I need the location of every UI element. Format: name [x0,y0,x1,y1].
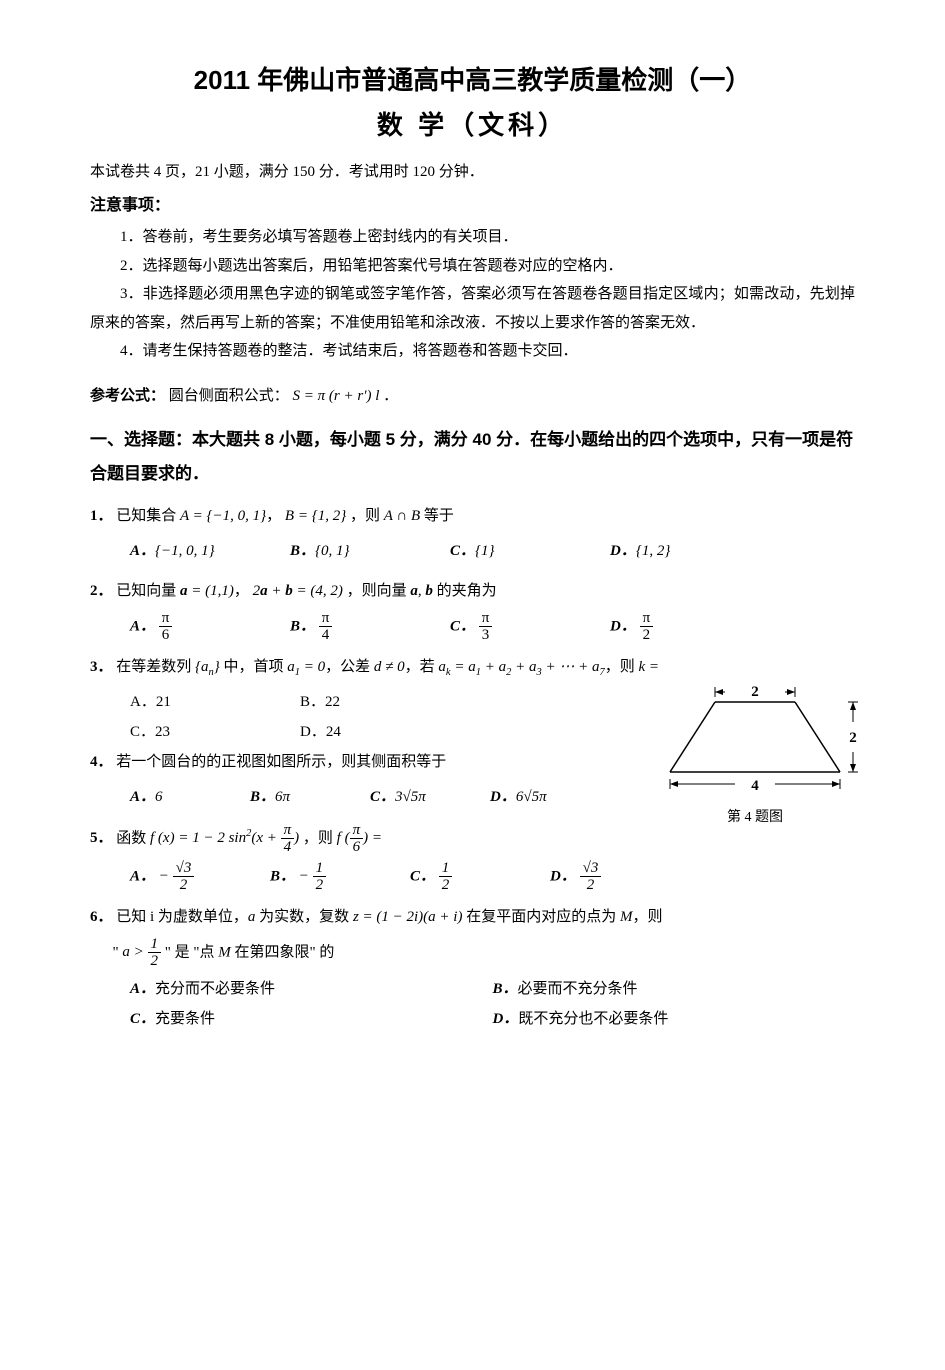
q4-options: A．6 B．6π C．3√5π D．6√5π [90,781,630,814]
formula-text: 圆台侧面积公式： [169,388,289,404]
q6-opt-a: A．充分而不必要条件 [130,974,493,1004]
q4-opt-a: A．6 [130,781,250,814]
q4-opt-c: C．3√5π [370,781,490,814]
q1-options: A．{−1, 0, 1} B．{0, 1} C．{1} D．{1, 2} [90,535,855,568]
q5-text-mid: ，则 [303,830,337,846]
q2-vec-eq: 2a + b = (4, 2) [253,583,343,599]
svg-text:2: 2 [849,730,857,746]
formula-section: 参考公式： 圆台侧面积公式： S = π (r + r′) l ． [90,384,855,405]
q1-opt-a: A．{−1, 0, 1} [130,535,290,568]
figure-q4-caption: 第 4 题图 [645,806,865,826]
q4-opt-d: D．6√5π [490,781,610,814]
q4-num: 4． [90,747,113,777]
q3-text: 在等差数列 {an} 中，首项 a1 = 0，公差 d ≠ 0，若 ak = a… [116,659,659,675]
question-6: 6． 已知 i 为虚数单位，a 为实数，复数 z = (1 − 2i)(a + … [90,902,855,932]
q2-num: 2． [90,576,113,606]
q1-text-pre: 已知集合 [116,508,180,524]
question-4: 4． 若一个圆台的的正视图如图所示，则其侧面积等于 [90,747,630,777]
q3-q4-wrap: 2 2 4 第 4 题图 A．21 B．22 C．23 D．24 [90,687,855,814]
q5-opt-d: D． √32 [550,860,690,894]
figure-q4: 2 2 4 第 4 题图 [645,677,865,826]
exam-title-main: 2011 年佛山市普通高中高三教学质量检测（一） [90,60,855,97]
q6-options: A．充分而不必要条件 B．必要而不充分条件 C．充要条件 D．既不充分也不必要条… [90,974,855,1034]
q6-num: 6． [90,902,113,932]
q6-opt-c: C．充要条件 [130,1004,493,1034]
question-6-line2: " a > 12 " 是 "点 M 在第四象限" 的 [90,936,855,970]
q1-expr: A ∩ B [384,508,420,524]
notice-header: 注意事项： [90,191,855,215]
svg-text:4: 4 [751,778,759,794]
trapezoid-icon: 2 2 4 [645,677,865,797]
q6-opt-d: D．既不充分也不必要条件 [493,1004,856,1034]
q5-num: 5． [90,823,113,853]
formula-label: 参考公式： [90,388,165,404]
notice-item-4: 4．请考生保持答题卷的整洁．考试结束后，将答题卷和答题卡交回． [90,337,855,366]
q2-opt-b: B． π4 [290,610,450,644]
q3-opt-d: D．24 [300,717,470,747]
q2-vec-a: a = (1,1) [180,583,234,599]
notice-item-3: 3．非选择题必须用黑色字迹的钢笔或签字笔作答，答案必须写在答题卷各题目指定区域内… [90,280,855,337]
q5-opt-c: C． 12 [410,860,550,894]
q3-opt-b: B．22 [300,687,470,717]
q2-opt-a: A． π6 [130,610,290,644]
q3-num: 3． [90,652,113,682]
q5-options: A． − √32 B． − 12 C． 12 D． √32 [90,860,855,894]
q2-text-pre: 已知向量 [116,583,180,599]
q1-opt-b: B．{0, 1} [290,535,450,568]
q1-set-b: B = {1, 2} [285,508,346,524]
q1-opt-c: C．{1} [450,535,610,568]
q6-text-pre: 已知 i 为虚数单位，a 为实数，复数 [116,909,353,925]
q1-set-a: A = {−1, 0, 1} [180,508,266,524]
q2-options: A． π6 B． π4 C． π3 D． π2 [90,610,855,644]
q6-cond: " a > 12 " 是 "点 M 在第四象限" 的 [113,944,335,960]
q2-text-post: ，则向量 a, b 的夹角为 [347,583,497,599]
q5-opt-a: A． − √32 [130,860,270,894]
question-1: 1． 已知集合 A = {−1, 0, 1}， B = {1, 2} ，则 A … [90,501,855,531]
exam-title-sub: 数 学（文科） [90,105,855,142]
q3-opt-c: C．23 [130,717,300,747]
question-5: 5． 函数 f (x) = 1 − 2 sin2(x + π4) ，则 f (π… [90,822,855,856]
q5-func: f (x) = 1 − 2 sin2(x + π4) [150,830,299,846]
q4-opt-b: B．6π [250,781,370,814]
q5-opt-b: B． − 12 [270,860,410,894]
notice-item-2: 2．选择题每小题选出答案后，用铅笔把答案代号填在答题卷对应的空格内． [90,252,855,281]
notice-item-1: 1．答卷前，考生要务必填写答题卷上密封线内的有关项目． [90,223,855,252]
section-1-header: 一、选择题：本大题共 8 小题，每小题 5 分，满分 40 分．在每小题给出的四… [90,423,855,491]
q3-opt-a: A．21 [130,687,300,717]
q6-expr: z = (1 − 2i)(a + i) [353,909,463,925]
q1-opt-d: D．{1, 2} [610,535,770,568]
question-2: 2． 已知向量 a = (1,1)， 2a + b = (4, 2) ，则向量 … [90,576,855,606]
q1-text-post: 等于 [424,508,454,524]
q1-num: 1． [90,501,113,531]
q6-text-mid: 在复平面内对应的点为 M，则 [466,909,662,925]
q6-opt-b: B．必要而不充分条件 [493,974,856,1004]
q4-text: 若一个圆台的的正视图如图所示，则其侧面积等于 [116,754,446,770]
q2-opt-c: C． π3 [450,610,610,644]
svg-text:2: 2 [751,684,759,700]
formula-math: S = π (r + r′) l [293,388,380,404]
q2-opt-d: D． π2 [610,610,770,644]
q1-text-mid: ，则 [350,508,384,524]
q5-text-pre: 函数 [116,830,150,846]
exam-info: 本试卷共 4 页，21 小题，满分 150 分．考试用时 120 分钟． [90,160,855,181]
q5-eval: f (π6) = [337,830,382,846]
